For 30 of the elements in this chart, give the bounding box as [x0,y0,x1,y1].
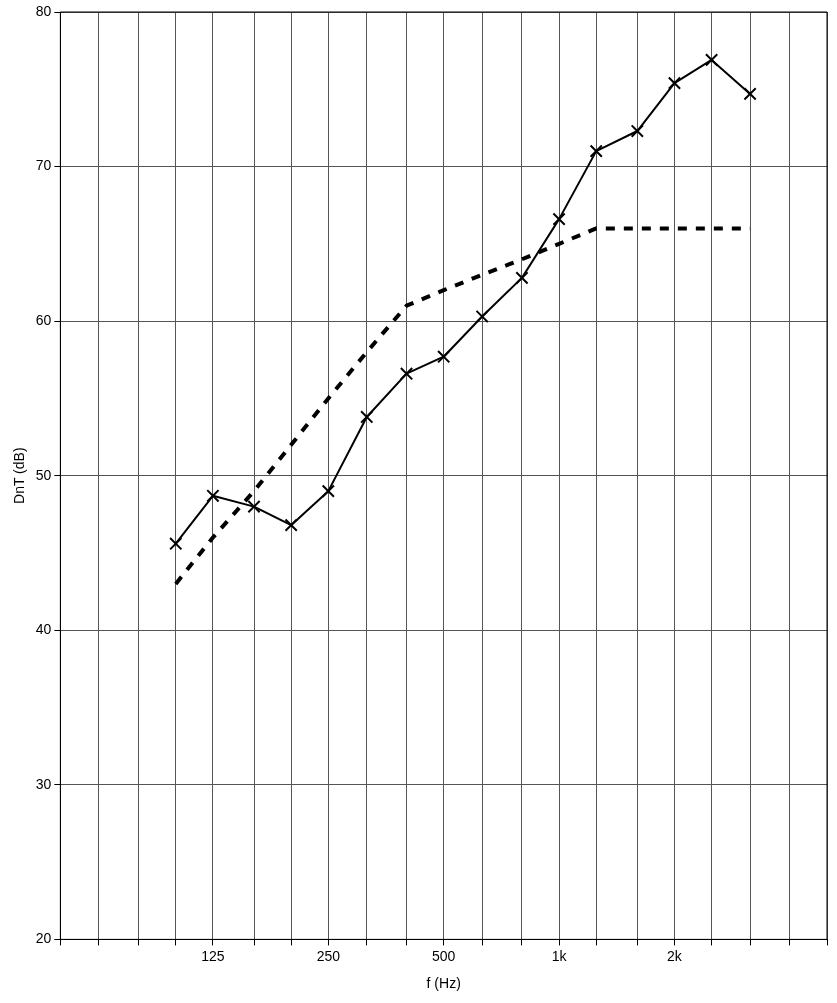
point [552,212,566,226]
y-tick-label: 60 [35,311,52,328]
point [321,484,335,498]
y-tick-label: 70 [35,157,52,174]
point [475,309,489,324]
y-tick-label: 80 [35,2,52,19]
y-tick-label: 50 [35,466,52,483]
point [437,350,451,364]
y-tick-label: 40 [35,621,52,638]
x-tick-label: 2k [667,947,683,964]
x-axis-title: f (Hz) [426,975,461,992]
point [667,76,682,90]
point [206,489,220,503]
x-tick-label: 1k [551,947,568,964]
x-tick-label: 250 [316,947,341,964]
point [589,144,603,158]
point [169,537,183,551]
point [630,124,644,138]
y-axis-title: DnT (dB) [11,447,28,504]
point [247,499,261,514]
x-tick-label: 500 [432,947,456,964]
point [284,518,298,532]
point [399,367,414,381]
y-tick-label: 30 [35,775,52,792]
point [704,53,719,67]
x-tick-label: 125 [201,947,225,964]
point [360,410,374,424]
y-tick-label: 20 [35,930,52,947]
point [743,87,757,101]
point [515,271,529,285]
